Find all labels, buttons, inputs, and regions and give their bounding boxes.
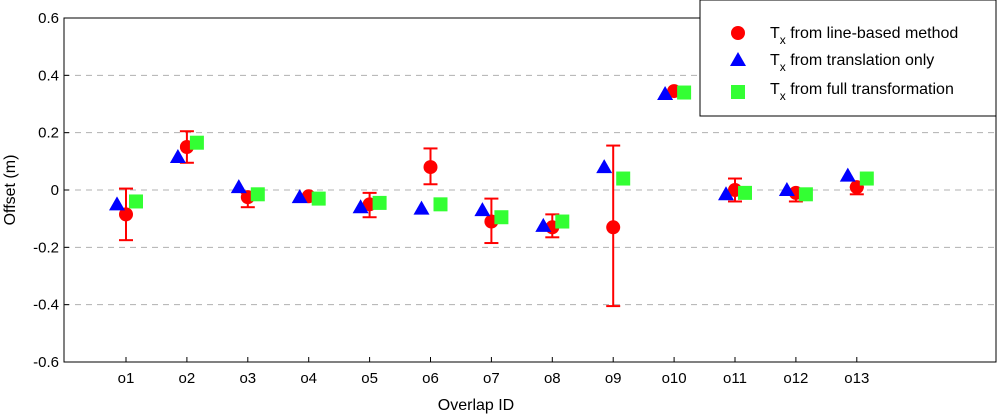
legend-entry-line-based: Tx from line-based method bbox=[770, 25, 958, 47]
x-tick-label: o2 bbox=[179, 370, 196, 387]
point-full-transformation bbox=[616, 171, 631, 186]
point-translation-only bbox=[657, 85, 674, 100]
y-tick-label: 0.4 bbox=[38, 67, 59, 84]
grid-lines bbox=[64, 74, 996, 306]
legend-marker-line-based bbox=[731, 26, 745, 40]
x-axis: o1 o2 o3 o4 o5 o6 o7 o8 o9 o10 o11 o12 o13 bbox=[118, 357, 869, 387]
point-translation-only bbox=[718, 186, 734, 201]
legend-entry-translation-only: Tx from translation only bbox=[770, 52, 934, 74]
point-translation-only bbox=[596, 159, 613, 174]
x-tick-label: o1 bbox=[118, 370, 135, 387]
point-full-transformation bbox=[677, 85, 692, 100]
y-tick-label: 0 bbox=[51, 182, 59, 199]
legend-marker-translation-only bbox=[730, 52, 746, 66]
x-tick-label: o11 bbox=[723, 370, 747, 387]
x-tick-label: o3 bbox=[239, 370, 256, 387]
point-translation-only bbox=[291, 189, 308, 204]
point-translation-only bbox=[839, 167, 856, 182]
point-line-based bbox=[606, 220, 621, 235]
point-translation-only bbox=[352, 199, 369, 214]
point-full-transformation bbox=[189, 135, 204, 150]
x-tick-label: o13 bbox=[844, 370, 869, 387]
legend-entry-full-transformation: Tx from full transformation bbox=[770, 81, 954, 103]
y-tick-label: -0.2 bbox=[33, 239, 59, 256]
point-line-based bbox=[423, 160, 438, 175]
x-tick-label: o12 bbox=[783, 370, 808, 387]
y-tick-label: 0.2 bbox=[38, 125, 59, 142]
x-tick-label: o10 bbox=[662, 370, 687, 387]
legend-box bbox=[699, 0, 997, 117]
x-tick-label: o9 bbox=[605, 370, 622, 387]
point-line-based bbox=[119, 207, 133, 222]
y-tick-label: 0.6 bbox=[38, 10, 59, 27]
point-full-transformation bbox=[433, 197, 448, 212]
point-translation-only bbox=[169, 149, 186, 164]
point-translation-only bbox=[413, 200, 430, 215]
point-full-transformation bbox=[798, 187, 813, 202]
x-axis-label: Overlap ID bbox=[438, 397, 514, 414]
x-tick-label: o7 bbox=[483, 370, 500, 387]
x-tick-label: o5 bbox=[361, 370, 378, 387]
point-translation-only bbox=[109, 196, 125, 211]
x-tick-label: o4 bbox=[300, 370, 317, 387]
point-full-transformation bbox=[372, 195, 387, 210]
y-tick-label: -0.6 bbox=[33, 354, 59, 371]
point-translation-only bbox=[535, 217, 552, 232]
x-tick-label: o6 bbox=[422, 370, 439, 387]
data-marks bbox=[109, 84, 874, 308]
point-full-transformation bbox=[738, 185, 752, 200]
point-full-transformation bbox=[555, 214, 570, 229]
legend: Tx from line-based method Tx from transl… bbox=[699, 0, 997, 117]
point-translation-only bbox=[778, 182, 795, 196]
point-full-transformation bbox=[129, 194, 143, 209]
point-full-transformation bbox=[250, 187, 265, 202]
point-translation-only bbox=[474, 202, 491, 217]
x-tick-label: o8 bbox=[544, 370, 561, 387]
point-full-transformation bbox=[494, 210, 509, 225]
y-tick-label: -0.4 bbox=[33, 297, 59, 314]
y-axis: 0.6 0.4 0.2 0 -0.2 -0.4 -0.6 bbox=[33, 10, 69, 371]
y-axis-label: Offset (m) bbox=[2, 155, 19, 226]
point-full-transformation bbox=[859, 171, 874, 186]
point-translation-only bbox=[230, 179, 247, 194]
point-full-transformation bbox=[311, 191, 326, 206]
legend-marker-full-transformation bbox=[731, 85, 745, 99]
